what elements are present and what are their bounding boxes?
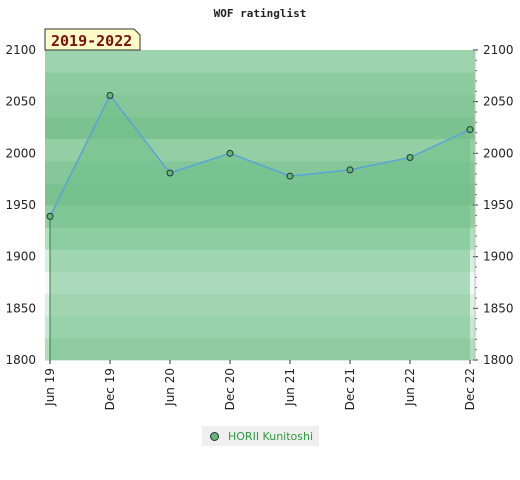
y-tick-label-right: 1850 [483, 301, 514, 315]
y-tick-label-right: 1900 [483, 250, 514, 264]
rating-area [49, 94, 471, 360]
y-axis-right: 1800 1850 1900 1950 2000 2050 2100 [473, 43, 514, 367]
data-point [166, 169, 174, 177]
y-tick-label-right: 1950 [483, 198, 514, 212]
x-tick-label: Jun 22 [403, 368, 417, 407]
y-tick-label-left: 2100 [5, 43, 36, 57]
series-line [49, 94, 471, 217]
data-point [466, 126, 474, 134]
legend-marker [210, 431, 219, 441]
data-point [286, 172, 294, 180]
y-tick-label-left: 2050 [5, 95, 36, 109]
x-tick-label: Dec 21 [343, 368, 357, 410]
period-badge-shape [44, 28, 141, 51]
background-band [45, 72, 475, 95]
y-tick-label-left: 2000 [5, 146, 36, 160]
legend: HORII Kunitoshi [202, 426, 319, 446]
data-point [346, 166, 354, 174]
background-band [45, 94, 475, 117]
area-fill [50, 95, 470, 360]
data-point [46, 212, 54, 220]
y-tick-label-left: 1850 [5, 301, 36, 315]
period-badge-text: 2019-2022 [51, 32, 132, 50]
x-tick-label: Jun 20 [163, 368, 177, 407]
legend-label: HORII Kunitoshi [228, 429, 314, 443]
y-tick-label-right: 1800 [483, 353, 514, 367]
y-tick-label-left: 1900 [5, 250, 36, 264]
x-tick-label: Dec 19 [103, 368, 117, 410]
y-axis-left: 1800 1850 1900 1950 2000 2050 2100 [5, 43, 36, 367]
y-tick-label-right: 2100 [483, 43, 514, 57]
y-tick-label-left: 1800 [5, 353, 36, 367]
chart-title: WOF ratinglist [214, 7, 307, 20]
background-band [45, 116, 475, 140]
y-tick-label-right: 2000 [483, 146, 514, 160]
data-points [46, 91, 474, 220]
data-point [226, 149, 234, 157]
x-tick-label: Dec 20 [223, 368, 237, 410]
x-tick-label: Dec 22 [463, 368, 477, 410]
x-tick-label: Jun 21 [283, 368, 297, 407]
data-point [406, 153, 414, 161]
y-tick-label-right: 2050 [483, 95, 514, 109]
x-tick-label: Jun 19 [43, 368, 57, 407]
period-badge: 2019-2022 [44, 28, 141, 51]
data-point [106, 91, 114, 99]
y-tick-label-left: 1950 [5, 198, 36, 212]
background-band [45, 50, 475, 73]
x-axis: Jun 19 Dec 19 Jun 20 Dec 20 Jun 21 Dec 21 Jun … [43, 360, 477, 410]
